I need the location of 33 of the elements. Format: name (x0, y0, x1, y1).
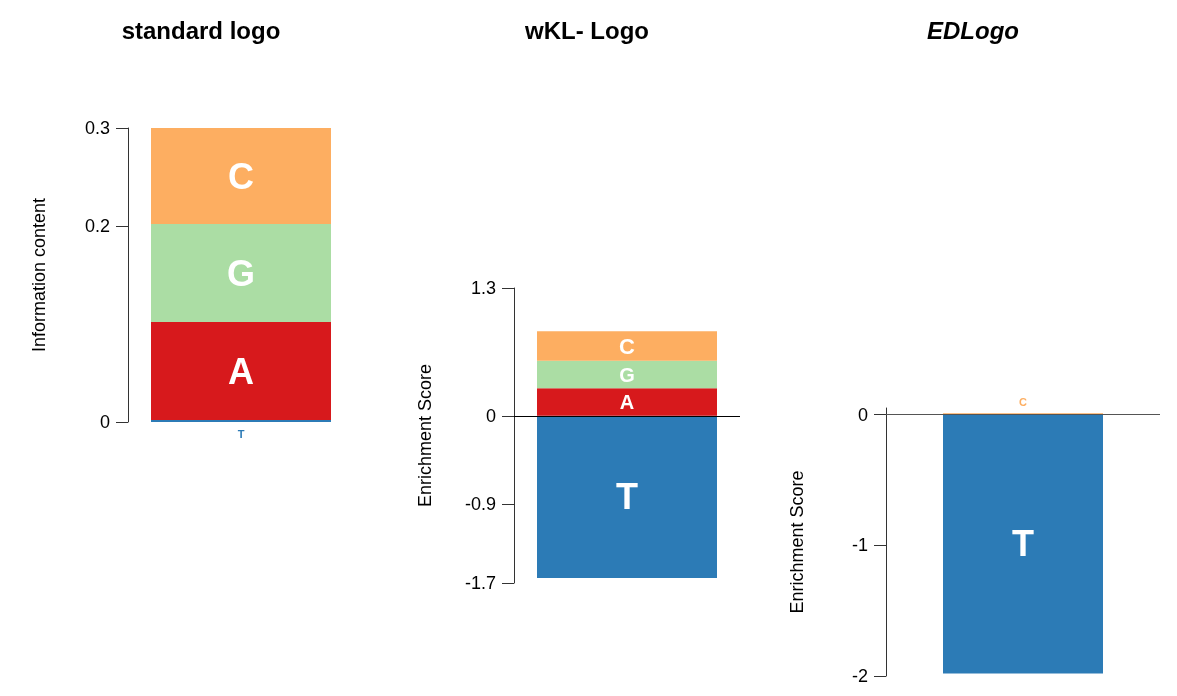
series-label: G (226, 252, 256, 294)
y-tick-label: -0.9 (464, 494, 496, 515)
series-label: C (619, 333, 636, 359)
y-axis-title: Enrichment Score (415, 363, 435, 508)
bar (151, 322, 331, 421)
series-label: G (619, 363, 635, 386)
series-label: C (228, 155, 254, 197)
y-tick-label: 0.3 (84, 118, 110, 138)
chart-title: EDLogo (927, 16, 1019, 44)
bar (151, 224, 331, 323)
chart-title: wKL- Logo (524, 16, 649, 44)
bar (151, 128, 331, 225)
series-label: T (1012, 523, 1034, 565)
y-tick-label: 0 (485, 405, 496, 426)
y-tick-label: -1.7 (464, 573, 496, 593)
y-axis-title: Information content (29, 197, 49, 353)
y-tick-label: 0 (99, 412, 110, 432)
y-axis-title: Enrichment Score (787, 470, 807, 614)
series-label: C (1019, 395, 1028, 408)
bar (537, 331, 717, 361)
series-label: A (619, 391, 635, 414)
bar (537, 360, 717, 389)
bar (537, 415, 717, 579)
chart-title: standard logo (121, 16, 281, 44)
y-tick-label: 1.3 (470, 278, 496, 298)
y-tick-label: -2 (851, 666, 868, 686)
series-label: T (616, 476, 638, 518)
series-label: A (228, 350, 254, 392)
series-label: T (237, 427, 245, 440)
bar (537, 388, 717, 416)
y-tick-label: 0.2 (84, 216, 110, 236)
y-tick-label: 0 (857, 404, 868, 425)
y-tick-label: -1 (851, 535, 868, 556)
